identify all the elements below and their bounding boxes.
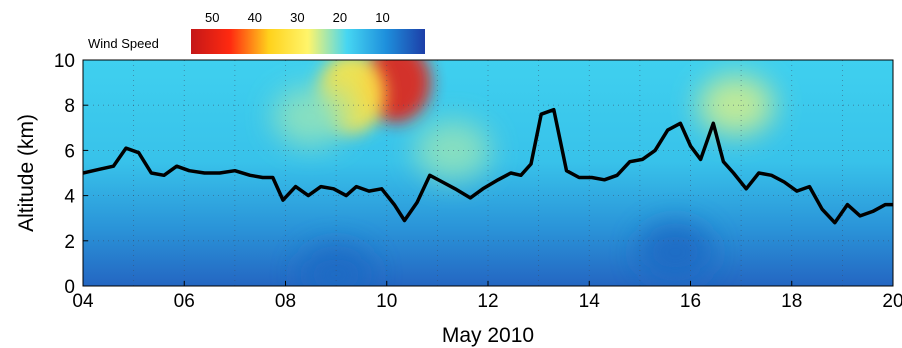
x-tick-label: 10 bbox=[376, 291, 397, 312]
colorbar-title: Wind Speed bbox=[88, 36, 159, 51]
heatmap-regions bbox=[272, 60, 775, 286]
colorbar-tick-label: 20 bbox=[333, 10, 347, 25]
y-tick-label: 10 bbox=[54, 51, 75, 72]
colorbar-ticks: 50 40 30 20 10 bbox=[205, 10, 390, 25]
series-line bbox=[83, 107, 893, 225]
x-tick-label: 08 bbox=[275, 291, 296, 312]
y-tick-label: 4 bbox=[64, 187, 75, 208]
y-tick-label: 6 bbox=[64, 141, 75, 162]
x-axis-title: May 2010 bbox=[442, 324, 534, 347]
y-tick-label: 8 bbox=[64, 96, 75, 117]
x-tick-label: 20 bbox=[882, 291, 902, 312]
x-tick-label: 04 bbox=[72, 291, 94, 312]
y-axis-title: Altitude (km) bbox=[15, 114, 38, 232]
colorbar-tick-label: 50 bbox=[205, 10, 219, 25]
wind-speed-region bbox=[637, 222, 714, 283]
colorbar-tick-label: 40 bbox=[248, 10, 262, 25]
x-axis-ticks: 04 06 08 10 12 14 16 18 20 bbox=[72, 281, 902, 312]
colorbar-tick-label: 10 bbox=[375, 10, 389, 25]
y-axis-ticks: 0 2 4 6 8 10 bbox=[54, 51, 88, 298]
colorbar-tick-label: 30 bbox=[290, 10, 304, 25]
wind-speed-region bbox=[272, 86, 349, 147]
wind-speed-region bbox=[298, 244, 375, 286]
wind-speed-region bbox=[414, 120, 491, 181]
y-tick-label: 2 bbox=[64, 232, 75, 253]
x-tick-label: 18 bbox=[781, 291, 802, 312]
x-tick-label: 14 bbox=[579, 291, 601, 312]
y-tick-label: 0 bbox=[64, 277, 75, 298]
wind-speed-region bbox=[698, 75, 775, 136]
x-tick-label: 16 bbox=[680, 291, 701, 312]
colorbar bbox=[191, 29, 425, 54]
grid bbox=[83, 60, 893, 286]
x-tick-label: 12 bbox=[477, 291, 498, 312]
heatmap bbox=[83, 60, 893, 286]
x-tick-label: 06 bbox=[174, 291, 195, 312]
